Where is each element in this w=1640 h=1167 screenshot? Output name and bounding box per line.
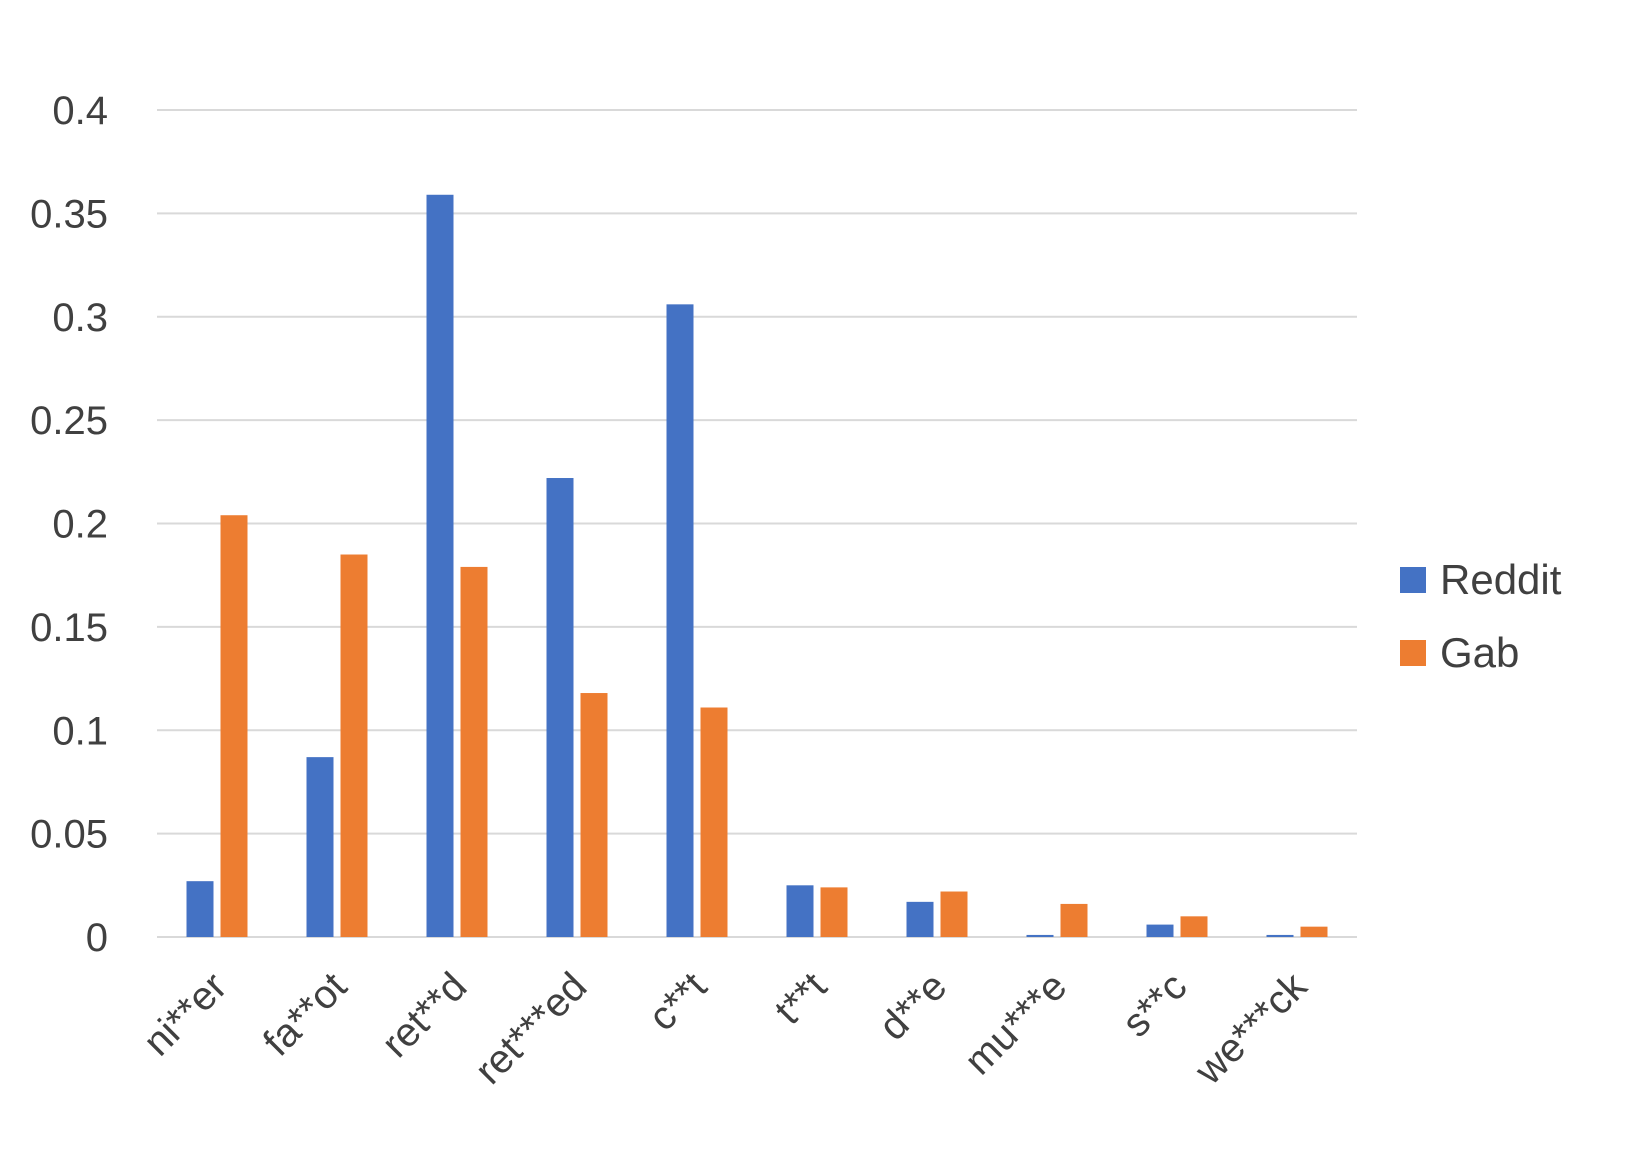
y-tick-label: 0.25 <box>30 399 108 443</box>
legend-swatch-gab <box>1400 640 1426 666</box>
x-tick-label: t**t <box>767 964 836 1033</box>
bar-gab-5 <box>820 887 848 937</box>
x-tick-label: s**c <box>1114 964 1195 1045</box>
x-tick-label: mu***e <box>956 964 1075 1083</box>
bar-reddit-3 <box>546 478 574 937</box>
y-tick-label: 0 <box>86 916 108 960</box>
x-tick-label: fa**ot <box>255 964 355 1064</box>
gridlines <box>157 109 1357 938</box>
y-tick-label: 0.15 <box>30 606 108 650</box>
x-tick-label: c**t <box>640 964 715 1039</box>
y-tick-label: 0.3 <box>52 296 108 340</box>
bar-gab-6 <box>940 891 968 937</box>
bar-reddit-5 <box>786 885 814 937</box>
bar-gab-1 <box>340 554 368 937</box>
y-tick-label: 0.2 <box>52 503 108 547</box>
bar-reddit-7 <box>1026 934 1054 937</box>
y-tick-label: 0.35 <box>30 192 108 236</box>
legend-label-gab: Gab <box>1440 629 1519 676</box>
x-tick-label: ni**er <box>135 964 235 1064</box>
bar-gab-9 <box>1300 926 1328 937</box>
bar-gab-2 <box>460 566 488 937</box>
bar-reddit-9 <box>1266 934 1294 937</box>
bar-reddit-1 <box>306 757 334 937</box>
bar-gab-8 <box>1180 916 1208 937</box>
bars <box>186 194 1328 938</box>
bar-gab-7 <box>1060 903 1088 937</box>
bar-reddit-0 <box>186 881 214 937</box>
bar-gab-3 <box>580 693 608 937</box>
x-tick-label: ret**d <box>373 964 475 1066</box>
y-tick-label: 0.1 <box>52 709 108 753</box>
y-tick-label: 0.05 <box>30 813 108 857</box>
bar-reddit-2 <box>426 194 454 937</box>
legend: Reddit Gab <box>1400 556 1562 676</box>
x-tick-label: ret***ed <box>467 964 596 1093</box>
y-axis-ticks: 0 0.05 0.1 0.15 0.2 0.25 0.3 0.35 0.4 <box>30 89 108 960</box>
bar-reddit-8 <box>1146 924 1174 937</box>
y-tick-label: 0.4 <box>52 89 108 133</box>
legend-swatch-reddit <box>1400 567 1426 593</box>
bar-reddit-6 <box>906 901 934 937</box>
x-tick-label: d**e <box>871 964 956 1049</box>
bar-gab-0 <box>220 515 248 937</box>
legend-label-reddit: Reddit <box>1440 556 1562 603</box>
bar-reddit-4 <box>666 304 694 938</box>
bar-gab-4 <box>700 707 728 937</box>
x-tick-label: we***ck <box>1186 964 1316 1094</box>
